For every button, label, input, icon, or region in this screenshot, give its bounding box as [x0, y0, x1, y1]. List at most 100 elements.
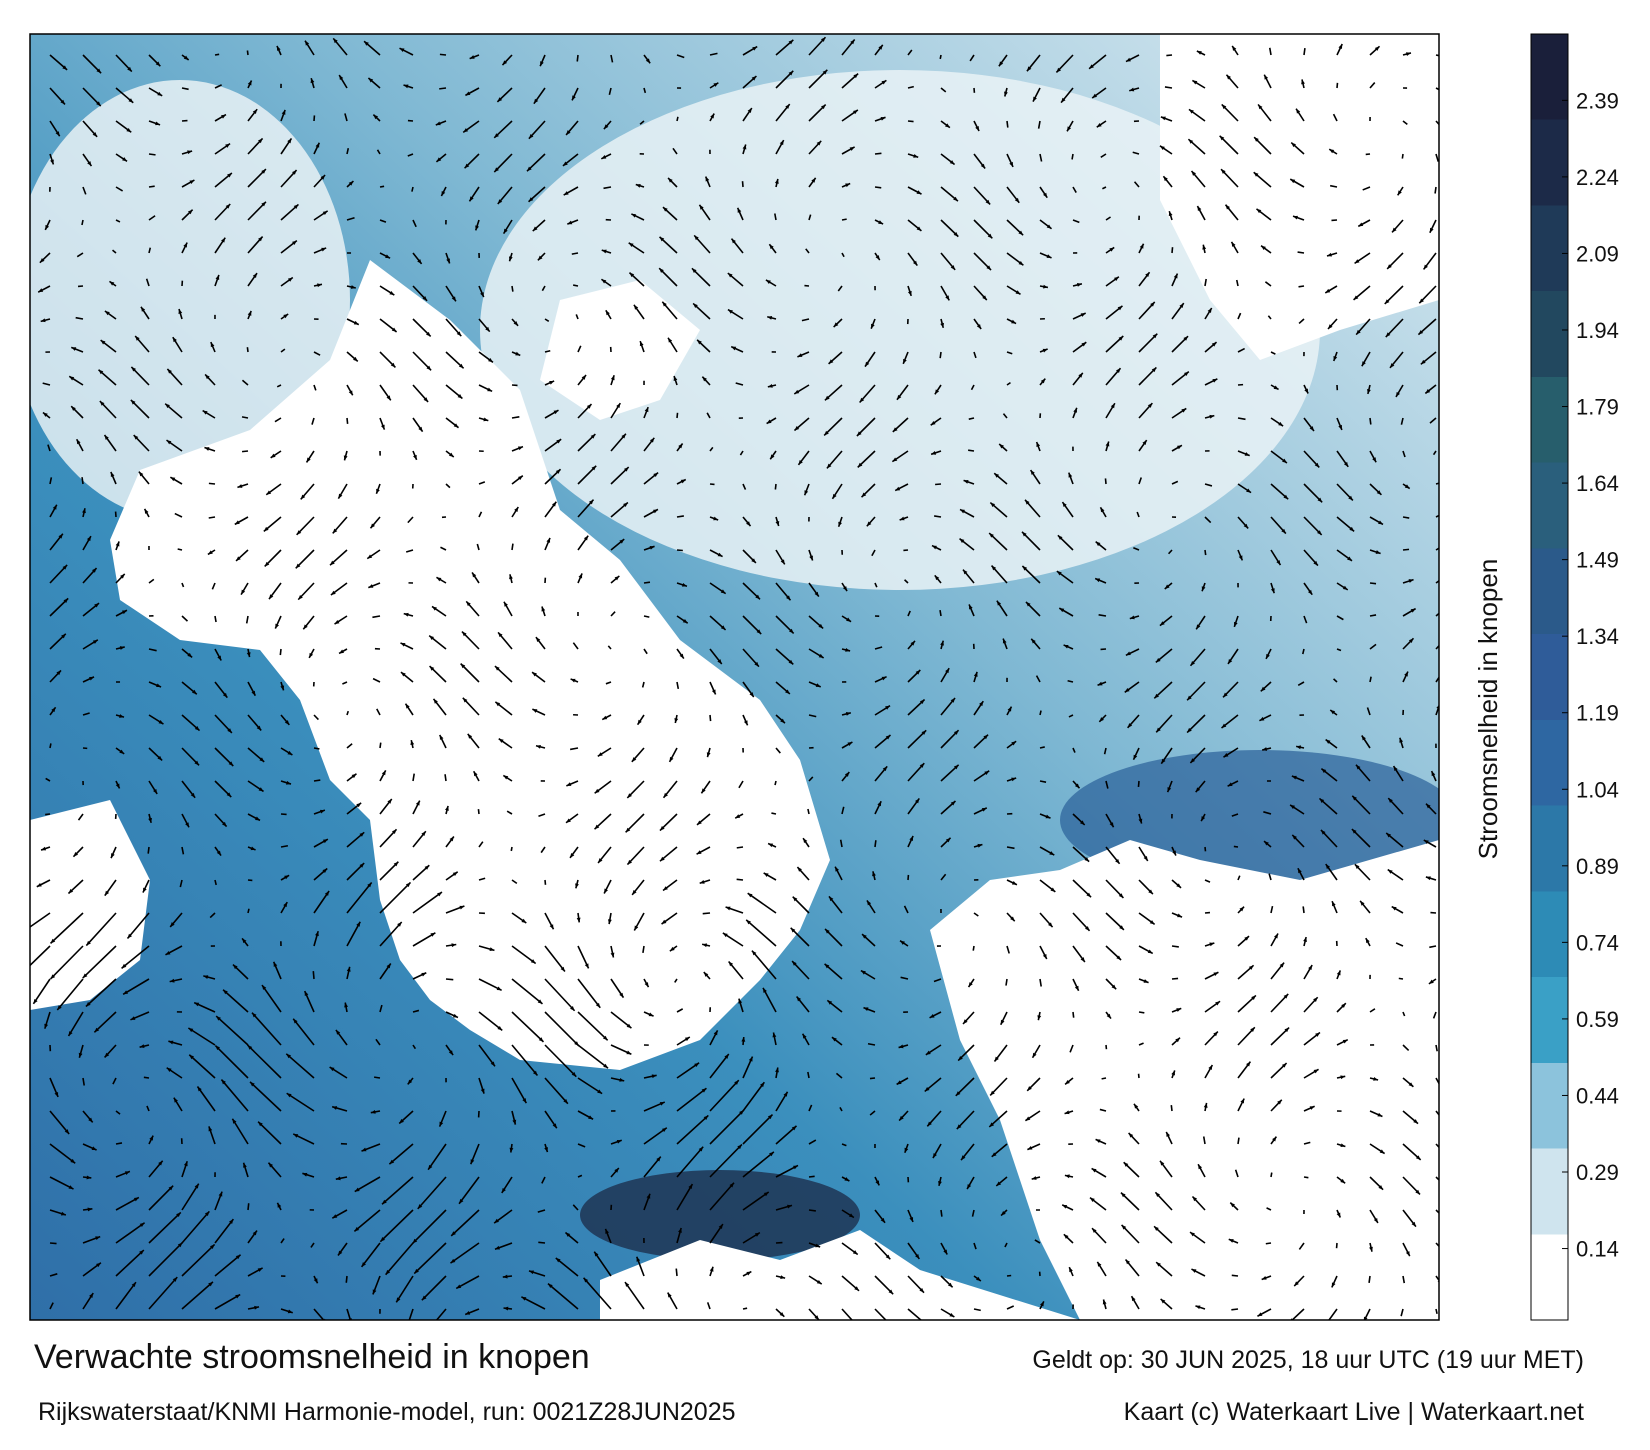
- arrow: [411, 186, 414, 192]
- arrow-head: [1256, 208, 1262, 214]
- arrow: [808, 1209, 816, 1212]
- arrow: [148, 247, 152, 254]
- arrow-head: [603, 124, 609, 130]
- arrow-head: [339, 75, 344, 81]
- arrow-head: [1369, 1246, 1373, 1252]
- arrow-head: [429, 666, 435, 671]
- arrow-head: [373, 114, 379, 120]
- arrow-head: [731, 238, 736, 244]
- arrow: [1402, 1011, 1406, 1017]
- arrow-head: [967, 1184, 972, 1190]
- arrow-head: [913, 153, 919, 158]
- arrow-head: [1314, 462, 1320, 468]
- arrow-head: [273, 961, 278, 967]
- arrow-head: [521, 918, 527, 924]
- arrow-head: [368, 78, 374, 83]
- arrow-head: [794, 425, 800, 431]
- arrow-head: [682, 618, 688, 624]
- arrow-head: [899, 516, 905, 521]
- arrow-head: [448, 1050, 454, 1056]
- arrow: [179, 879, 183, 888]
- arrow-head: [892, 457, 898, 462]
- arrow-head: [304, 991, 309, 997]
- arrow-head: [644, 982, 649, 988]
- arrow-head: [439, 1121, 444, 1127]
- arrow: [196, 1086, 216, 1112]
- arrow-head: [632, 890, 637, 895]
- arrow-head: [302, 1172, 308, 1177]
- arrow-head: [55, 131, 60, 137]
- arrow: [245, 615, 249, 624]
- arrow-head: [1190, 661, 1195, 666]
- arrow-head: [133, 435, 139, 440]
- arrow-head: [1326, 252, 1332, 257]
- arrow-head: [472, 572, 477, 578]
- arrow: [1435, 675, 1439, 683]
- arrow-head: [538, 1037, 544, 1042]
- arrow-head: [668, 337, 673, 343]
- arrow: [1104, 478, 1107, 485]
- colorbar-tick-label: 0.14: [1576, 1237, 1619, 1262]
- arrow-head: [64, 1129, 70, 1134]
- arrow-head: [1213, 972, 1219, 977]
- arrow-head: [1336, 970, 1341, 976]
- arrow-head: [772, 1032, 777, 1038]
- arrow-head: [668, 177, 673, 183]
- arrow-head: [916, 226, 922, 231]
- arrow-head: [36, 882, 42, 887]
- arrow-head: [89, 1293, 94, 1298]
- arrow-head: [835, 866, 839, 872]
- arrow-head: [315, 142, 320, 148]
- arrow-head: [1250, 1027, 1255, 1032]
- arrow-head: [155, 121, 161, 126]
- arrow-head: [987, 233, 993, 239]
- arrow-head: [953, 730, 959, 735]
- arrow-head: [390, 362, 396, 368]
- arrow-head: [258, 138, 263, 144]
- arrow-head: [591, 465, 597, 471]
- arrow-head: [571, 1072, 577, 1077]
- arrow: [1303, 47, 1306, 56]
- arrow-head: [1219, 135, 1225, 141]
- arrow-head: [1033, 96, 1037, 102]
- arrow-head: [1336, 1212, 1341, 1218]
- arrow-head: [458, 363, 464, 369]
- arrow-head: [1064, 1110, 1070, 1115]
- arrow-head: [1025, 1116, 1031, 1121]
- arrow: [874, 840, 877, 848]
- arrow: [1303, 1141, 1311, 1145]
- arrow-head: [854, 1286, 860, 1291]
- arrow: [476, 543, 480, 551]
- arrow-head: [881, 80, 887, 85]
- arrow-head: [466, 601, 471, 607]
- arrow: [143, 1076, 150, 1079]
- arrow: [643, 581, 651, 584]
- arrow-head: [852, 1321, 857, 1326]
- arrow-head: [1428, 979, 1434, 984]
- arrow: [439, 53, 447, 56]
- arrow-head: [252, 1230, 257, 1236]
- arrow: [511, 416, 520, 419]
- arrow-head: [1188, 139, 1194, 144]
- arrow-head: [410, 740, 415, 746]
- arrow-head: [417, 259, 422, 264]
- arrow-head: [885, 705, 891, 710]
- arrow-head: [1116, 368, 1121, 373]
- arrow-head: [786, 595, 791, 601]
- arrow-head: [1363, 1316, 1368, 1320]
- arrow-head: [1387, 264, 1392, 269]
- arrow-head: [449, 836, 454, 842]
- arrow-head: [435, 121, 441, 126]
- arrow-head: [614, 1167, 619, 1173]
- arrow-head: [283, 902, 288, 908]
- arrow-head: [185, 822, 189, 828]
- arrow-head: [853, 73, 859, 79]
- arrow-head: [122, 157, 128, 162]
- arrow: [1234, 1169, 1239, 1178]
- arrow-head: [775, 521, 780, 527]
- arrow-head: [421, 972, 427, 977]
- arrow: [771, 812, 777, 815]
- arrow: [76, 252, 84, 258]
- arrow-head: [1230, 1202, 1235, 1208]
- arrow-head: [1123, 1162, 1129, 1167]
